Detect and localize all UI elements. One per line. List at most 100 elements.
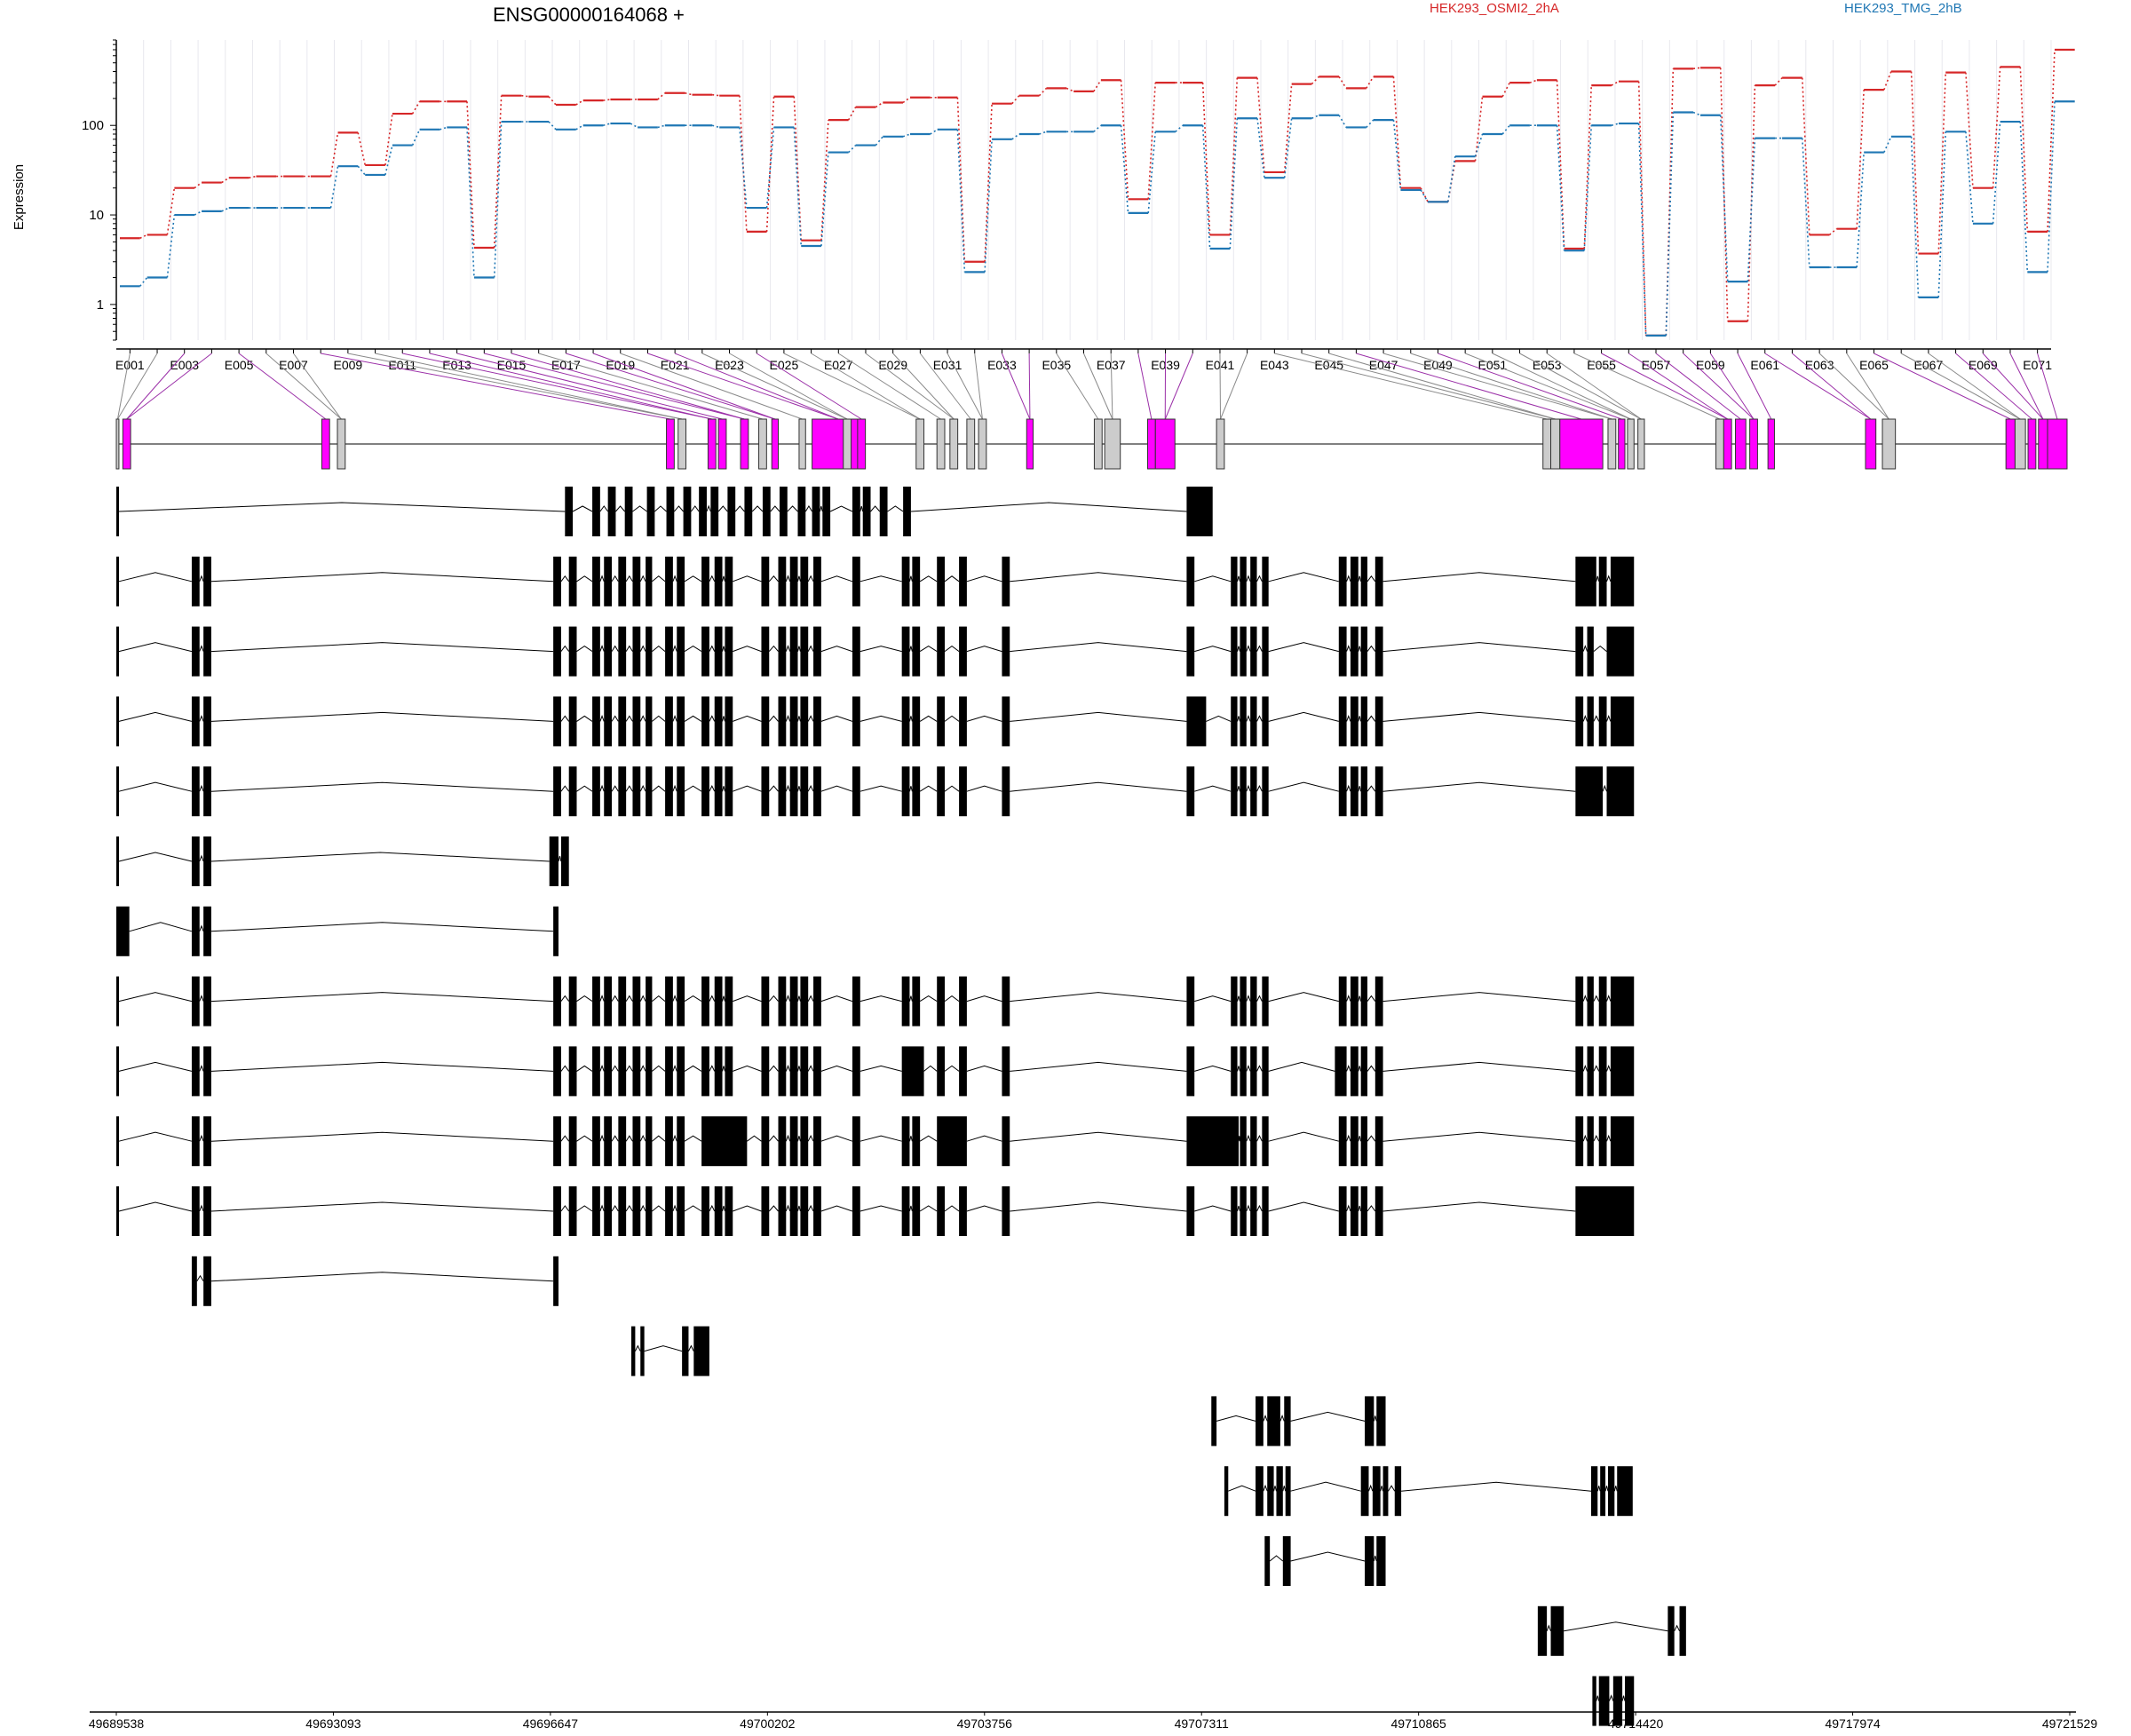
transcript-intron	[576, 786, 592, 791]
transcript-intron	[1269, 712, 1339, 721]
model-exon	[337, 419, 345, 469]
transcript-exon	[902, 1046, 924, 1096]
transcript-exon	[203, 766, 211, 816]
transcript-exon	[1365, 1396, 1374, 1446]
transcript-exon	[203, 557, 211, 606]
transcript-intron	[786, 1206, 789, 1211]
transcript-exon	[852, 977, 860, 1027]
transcript-intron	[1383, 993, 1576, 1002]
transcript-exon	[604, 557, 612, 606]
transcript-exon	[1600, 1466, 1605, 1516]
transcript-exon	[1611, 557, 1634, 606]
transcript-intron	[119, 712, 192, 721]
transcript-intron	[654, 506, 666, 511]
model-exon	[741, 419, 749, 469]
transcript-exon	[701, 557, 709, 606]
transcript-exon	[604, 1046, 612, 1096]
transcript-intron	[733, 996, 761, 1002]
transcript-exon	[912, 696, 920, 746]
transcript-intron	[1257, 786, 1263, 791]
transcript-intron	[1583, 646, 1587, 652]
transcript-intron	[967, 1206, 1002, 1211]
transcript-exon	[1591, 1466, 1597, 1516]
model-exon	[1026, 419, 1033, 469]
transcript-exon	[1240, 1116, 1246, 1166]
transcript-intron	[1347, 996, 1351, 1002]
transcript-intron	[1194, 576, 1231, 582]
transcript-exon	[116, 1116, 119, 1166]
transcript-exon	[1240, 977, 1246, 1027]
transcript-exon	[1361, 627, 1367, 677]
transcript-exon	[1339, 557, 1347, 606]
transcript-intron	[1257, 1206, 1263, 1211]
transcript-exon	[790, 627, 798, 677]
transcript-intron	[1594, 716, 1599, 721]
transcript-exon	[1262, 1116, 1268, 1166]
transcript-intron	[600, 1206, 604, 1211]
coordinate-tick-label: 49700202	[740, 1716, 796, 1731]
transcript-exon	[116, 766, 119, 816]
transcript-intron	[860, 506, 863, 511]
transcript-intron	[1238, 996, 1240, 1002]
transcript-intron	[1347, 646, 1351, 652]
transcript-exon	[684, 487, 692, 536]
transcript-intron	[1347, 576, 1351, 582]
transcript-exon	[912, 766, 920, 816]
transcript-intron	[673, 646, 677, 652]
transcript-exon	[116, 1186, 119, 1236]
transcript-exon	[618, 627, 626, 677]
transcript-intron	[119, 1062, 192, 1071]
transcript-exon	[1240, 696, 1246, 746]
transcript-exon	[116, 907, 130, 956]
transcript-exon	[203, 1186, 211, 1236]
transcript-exon	[790, 557, 798, 606]
transcript-exon	[1588, 696, 1594, 746]
transcript-exon	[618, 1186, 626, 1236]
transcript-intron	[626, 1066, 632, 1071]
transcript-exon	[1351, 1116, 1359, 1166]
transcript-intron	[673, 996, 677, 1002]
transcript-intron	[1383, 712, 1576, 721]
transcript-intron	[685, 1066, 701, 1071]
transcript-exon	[1250, 627, 1256, 677]
transcript-intron	[1238, 716, 1240, 721]
transcript-intron	[1247, 1066, 1250, 1071]
transcript-intron	[1607, 996, 1611, 1002]
transcript-exon	[1351, 696, 1359, 746]
transcript-intron	[561, 716, 569, 721]
exon-tick-label: E065	[1859, 358, 1889, 372]
transcript-intron	[626, 716, 632, 721]
transcript-exon	[592, 487, 600, 536]
transcript-exon	[937, 627, 945, 677]
transcript-exon	[1186, 1116, 1239, 1166]
transcript-exon	[1588, 627, 1594, 677]
transcript-exon	[790, 696, 798, 746]
transcript-intron	[211, 923, 553, 931]
transcript-intron	[1194, 1206, 1231, 1211]
transcript-intron	[1594, 1136, 1599, 1141]
model-exon	[123, 419, 131, 469]
transcript-exon	[682, 1327, 688, 1376]
transcript-intron	[1238, 1206, 1240, 1211]
transcript-intron	[733, 786, 761, 791]
transcript-intron	[860, 576, 902, 582]
transcript-intron	[632, 506, 646, 511]
transcript-exon	[592, 1116, 600, 1166]
transcript-3	[116, 627, 1634, 677]
transcript-exon	[852, 766, 860, 816]
transcript-intron	[707, 506, 710, 511]
transcript-10	[116, 1116, 1634, 1166]
transcript-intron	[685, 786, 701, 791]
transcript-exon	[553, 1046, 561, 1096]
transcript-intron	[685, 996, 701, 1002]
transcript-intron	[685, 1206, 701, 1211]
transcript-intron	[200, 646, 203, 652]
transcript-intron	[640, 646, 646, 652]
transcript-intron	[1264, 1486, 1267, 1491]
transcript-intron	[200, 1066, 203, 1071]
transcript-intron	[747, 1136, 761, 1141]
transcript-16	[1264, 1536, 1385, 1586]
transcript-intron	[673, 786, 677, 791]
transcript-exon	[1002, 696, 1010, 746]
transcript-exon	[618, 1116, 626, 1166]
